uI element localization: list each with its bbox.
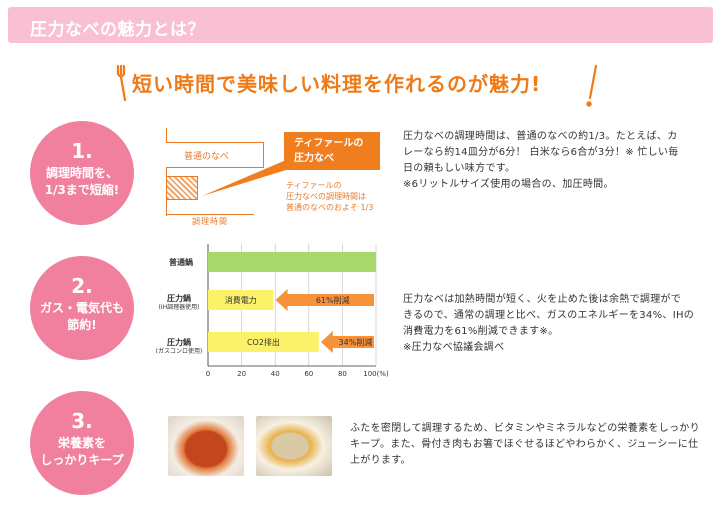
section-1-text-line: 圧力なべの調理時間は、普通のなべの約1/3。たとえば、カ xyxy=(403,131,678,142)
section-1-number: 1. xyxy=(71,139,93,163)
section-2-text-line: ※圧力なべ協議会調べ xyxy=(403,342,505,353)
chart-tick-label: 60 xyxy=(304,370,313,378)
chart-bar xyxy=(208,332,319,352)
section-1-text-line: レーなら約14皿分が6分！ 白米なら6合が3分！※ 忙しい毎 xyxy=(403,147,679,158)
chart-reduction-arrow xyxy=(275,289,374,311)
diagram-note-line1: ティファールの xyxy=(286,181,342,190)
section-2-title-line1: ガス・電気代も xyxy=(39,301,124,315)
chart-category-label: 圧力鍋 (ガスコンロ使用) xyxy=(155,338,203,355)
diagram-note-line3: 普通のなべのおよそ 1/3 xyxy=(286,203,374,212)
time-comparison-diagram: 普通のなべ ティファールの 圧力なべ ティファールの 圧力なべの調理時間は 普通… xyxy=(162,126,394,226)
section-2-text-line: 消費電力を61%削減できます※。 xyxy=(403,326,559,337)
chart-bar-label: 消費電力 xyxy=(225,295,257,305)
section-2-number: 2. xyxy=(71,274,93,298)
section-2-badge: 2. ガス・電気代も 節約! xyxy=(30,256,134,360)
section-1-text-line: ※6リットルサイズ使用の場合の、加圧時間。 xyxy=(403,179,614,190)
chart-bar-label: CO2排出 xyxy=(247,337,280,347)
diagram-axis-vertical xyxy=(166,128,167,216)
section-1-text: 圧力なべの調理時間は、普通のなべの約1/3。たとえば、カ レーなら約14皿分が6… xyxy=(403,129,703,193)
headline: 短い時間で美味しい料理を作れるのが魅力! xyxy=(110,58,610,108)
section-2-text-line: きるので、通常の調理と比べ、ガスのエネルギーを34%、IHの xyxy=(403,310,695,321)
headline-fork-icon xyxy=(116,64,598,107)
chart-tick-label: 0 xyxy=(206,370,210,378)
diagram-note-line2: 圧力なべの調理時間は xyxy=(286,192,366,201)
section-3-title-line1: 栄養素を xyxy=(57,436,106,450)
section-3-text: ふたを密閉して調理するため、ビタミンやミネラルなどの栄養素をしっかり キープ。ま… xyxy=(350,421,705,469)
section-1-title-line1: 調理時間を、 xyxy=(45,166,118,180)
callout-line2: 圧力なべ xyxy=(294,153,334,164)
chart-tick-label: 40 xyxy=(271,370,280,378)
chart-tick-label: 20 xyxy=(237,370,246,378)
header-bar: 圧力なべの魅力とは？ xyxy=(8,7,713,43)
chart-tick-label: 80 xyxy=(338,370,347,378)
pressure-pot-callout: ティファールの 圧力なべ xyxy=(284,132,380,170)
callout-pointer xyxy=(202,160,286,196)
section-3-title-line2: しっかりキープ xyxy=(40,453,124,467)
chart-category-label: 普通鍋 xyxy=(169,258,193,267)
diagram-axis-label: 調理時間 xyxy=(192,217,228,226)
callout-line1: ティファールの xyxy=(294,138,364,149)
headline-text: 短い時間で美味しい料理を作れるのが魅力! xyxy=(132,72,542,96)
section-2-text: 圧力なべは加熱時間が短く、火を止めた後は余熱で調理がで きるので、通常の調理と比… xyxy=(403,292,703,356)
chart-reduction-arrow xyxy=(320,331,374,353)
chart-tick-label: 100(%) xyxy=(363,370,389,378)
stew-dish-photo xyxy=(168,416,244,476)
header-title: 圧力なべの魅力とは？ xyxy=(30,20,205,40)
pressure-pot-bar xyxy=(166,176,198,200)
section-3-text-line: ふたを密閉して調理するため、ビタミンやミネラルなどの栄養素をしっかり xyxy=(350,423,700,434)
chicken-dish-photo xyxy=(256,416,332,476)
section-2-text-line: 圧力なべは加熱時間が短く、火を止めた後は余熱で調理がで xyxy=(403,294,682,305)
diagram-note: ティファールの 圧力なべの調理時間は 普通のなべのおよそ 1/3 xyxy=(286,180,373,213)
section-1-text-line: 日の頼もしい味方です。 xyxy=(403,163,516,174)
section-3-number: 3. xyxy=(71,409,93,433)
section-3-text-line: 上がります。 xyxy=(350,455,411,466)
normal-pot-bar: 普通のなべ xyxy=(166,142,264,168)
chart-category-label: 圧力鍋 (IH調理器使用) xyxy=(158,294,200,311)
energy-bar-chart: 普通鍋 圧力鍋 (IH調理器使用) 圧力鍋 (ガスコンロ使用) 0 20 40 60 8… xyxy=(150,240,400,380)
diagram-axis-horizontal xyxy=(166,214,254,215)
normal-pot-label: 普通のなべ xyxy=(184,152,230,162)
chart-plot-area: 0 20 40 60 80 100(%) 消費電力 61%削減 CO2排出 34%削減 xyxy=(206,244,389,378)
chart-reduction-label: 34%削減 xyxy=(339,337,373,347)
section-3-text-line: キープ。また、骨付き肉もお箸でほぐせるほどやわらかく、ジューシーに仕 xyxy=(350,439,699,450)
section-2-title-line2: 節約! xyxy=(67,318,97,332)
chart-reduction-label: 61%削減 xyxy=(316,295,350,305)
section-3-badge: 3. 栄養素を しっかりキープ xyxy=(30,391,134,495)
chart-bar xyxy=(208,252,376,272)
chart-bar xyxy=(208,290,274,310)
section-1-title-line2: 1/3まで短縮! xyxy=(44,183,120,197)
section-1-badge: 1. 調理時間を、 1/3まで短縮! xyxy=(30,121,134,225)
